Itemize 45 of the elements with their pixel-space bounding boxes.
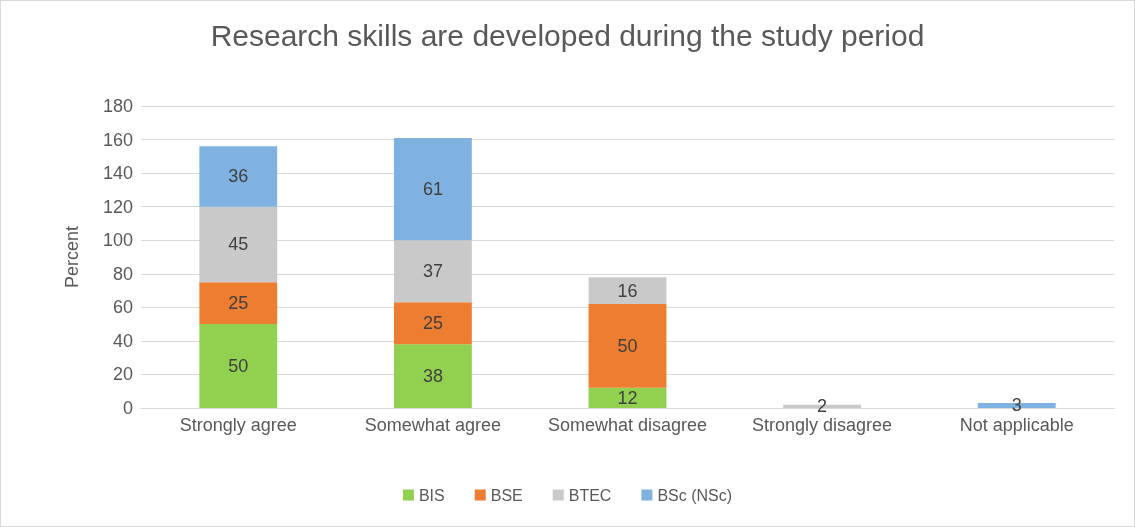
- y-tick-label: 40: [112, 330, 133, 351]
- y-tick-label: 80: [112, 263, 133, 284]
- x-tick-label: Strongly agree: [179, 415, 297, 435]
- data-label: 25: [422, 313, 443, 334]
- legend-label: BSc (NSc): [657, 486, 733, 504]
- data-label: 50: [228, 356, 249, 377]
- bar: [199, 146, 278, 207]
- data-label: 37: [422, 261, 443, 282]
- data-label: 38: [422, 366, 443, 387]
- y-tick-label: 0: [122, 398, 133, 418]
- data-label: 2: [817, 396, 828, 417]
- y-tick-label: 140: [102, 163, 133, 184]
- y-tick-label: 120: [102, 196, 133, 217]
- y-tick-label: 60: [112, 297, 133, 318]
- bar: [588, 303, 667, 388]
- bar: [199, 282, 278, 325]
- data-label: 12: [617, 387, 638, 408]
- bar: [393, 344, 472, 408]
- data-label: 3: [1011, 395, 1022, 416]
- bar: [588, 387, 667, 408]
- data-label: 16: [617, 280, 638, 301]
- bar: [588, 277, 667, 304]
- chart-title: Research skills are developed during the study period: [210, 18, 925, 52]
- data-label: 36: [228, 166, 249, 187]
- data-label: 25: [228, 293, 249, 314]
- x-tick-label: Somewhat agree: [364, 415, 501, 435]
- y-axis-title: Percent: [62, 225, 82, 289]
- legend-label: BIS: [418, 486, 445, 504]
- bar: [393, 240, 472, 303]
- y-tick-label: 180: [102, 96, 133, 116]
- legend-label: BSE: [490, 486, 523, 504]
- x-tick-label: Strongly disagree: [752, 415, 893, 435]
- legend-label: BTEC: [568, 486, 612, 504]
- y-tick-label: 100: [102, 230, 133, 251]
- data-label: 45: [228, 234, 249, 255]
- bar: [199, 324, 278, 408]
- y-tick-label: 160: [102, 129, 133, 150]
- data-label: 61: [422, 179, 443, 200]
- bar: [199, 206, 278, 283]
- bar: [393, 137, 472, 241]
- bar: [393, 302, 472, 345]
- data-label: 50: [617, 335, 638, 356]
- x-tick-label: Somewhat disagree: [547, 415, 708, 435]
- x-tick-label: Not applicable: [959, 415, 1074, 435]
- y-tick-label: 20: [112, 364, 133, 385]
